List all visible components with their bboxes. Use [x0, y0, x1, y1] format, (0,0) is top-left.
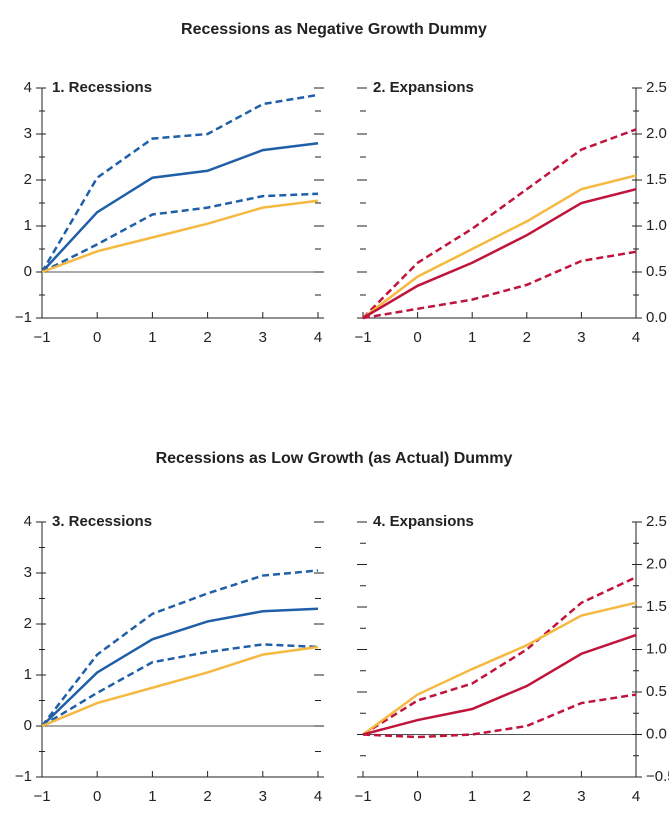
x-tick-label: −1	[354, 788, 371, 805]
x-tick-label: 0	[413, 329, 421, 346]
y-tick-label: 1	[24, 666, 32, 683]
x-tick-label: 1	[468, 329, 476, 346]
y-tick-label: 1.0	[646, 217, 667, 234]
x-tick-label: 0	[93, 329, 101, 346]
x-tick-label: 2	[203, 788, 211, 805]
y-tick-label: 4	[24, 79, 32, 96]
x-tick-label: −1	[354, 329, 371, 346]
x-tick-label: 4	[314, 329, 322, 346]
panel-title: 1. Recessions	[52, 79, 152, 96]
series-line	[362, 633, 637, 736]
x-tick-label: 2	[523, 788, 531, 805]
y-tick-label: 0.0	[646, 309, 667, 326]
y-tick-label: 0.5	[646, 683, 667, 700]
x-tick-label: 1	[148, 788, 156, 805]
y-tick-label: 0.0	[646, 725, 667, 742]
series-line	[41, 192, 319, 274]
y-tick-label: 1.0	[646, 640, 667, 657]
series-line	[41, 643, 319, 728]
y-tick-label: 2	[24, 171, 32, 188]
x-tick-label: 3	[577, 788, 585, 805]
x-tick-label: 4	[632, 788, 640, 805]
y-tick-label: 1.5	[646, 598, 667, 615]
panel-title: 2. Expansions	[373, 79, 474, 96]
series-line	[362, 187, 637, 320]
x-tick-label: 3	[259, 329, 267, 346]
series-line	[41, 141, 319, 273]
series-line	[362, 576, 637, 736]
series-line	[41, 199, 319, 274]
series-line	[40, 93, 319, 273]
y-tick-label: 0.5	[646, 263, 667, 280]
series-line	[362, 174, 637, 319]
series-line	[362, 693, 637, 739]
x-tick-label: 3	[577, 329, 585, 346]
series-line	[41, 607, 319, 727]
y-tick-label: 2.0	[646, 125, 667, 142]
section-title: Recessions as Low Growth (as Actual) Dum…	[156, 450, 513, 467]
x-tick-label: 1	[148, 329, 156, 346]
y-tick-label: 3	[24, 564, 32, 581]
x-tick-label: 2	[203, 329, 211, 346]
x-tick-label: 3	[259, 788, 267, 805]
y-tick-label: 0	[24, 717, 32, 734]
x-tick-label: 4	[632, 329, 640, 346]
x-tick-label: 0	[413, 788, 421, 805]
series-line	[362, 128, 637, 319]
x-tick-label: 0	[93, 788, 101, 805]
series-line	[362, 250, 637, 320]
y-tick-label: 2.5	[646, 79, 667, 96]
y-tick-label: 4	[24, 513, 32, 530]
series-line	[41, 569, 319, 727]
y-tick-label: −0.5	[646, 768, 669, 785]
panel-title: 4. Expansions	[373, 513, 474, 530]
y-tick-label: 3	[24, 125, 32, 142]
y-tick-label: −1	[15, 309, 32, 326]
y-tick-label: 0	[24, 263, 32, 280]
y-tick-label: 2.0	[646, 555, 667, 572]
y-tick-label: 2.5	[646, 513, 667, 530]
section-title: Recessions as Negative Growth Dummy	[181, 21, 487, 38]
panel-title: 3. Recessions	[52, 513, 152, 530]
y-tick-label: 1.5	[646, 171, 667, 188]
x-tick-label: 1	[468, 788, 476, 805]
series-line	[41, 645, 319, 728]
y-tick-label: 2	[24, 615, 32, 632]
series-line	[362, 601, 637, 736]
x-tick-label: 2	[523, 329, 531, 346]
x-tick-label: 4	[314, 788, 322, 805]
x-tick-label: −1	[33, 329, 50, 346]
y-tick-label: −1	[15, 768, 32, 785]
y-tick-label: 1	[24, 217, 32, 234]
x-tick-label: −1	[33, 788, 50, 805]
